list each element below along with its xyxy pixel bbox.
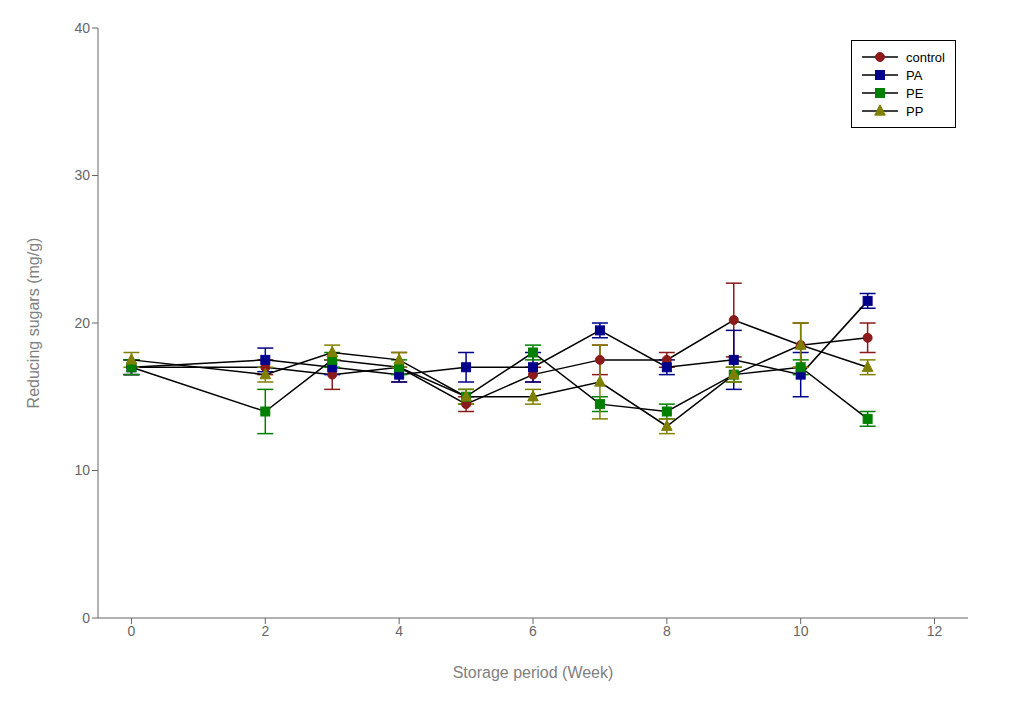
svg-text:Storage period (Week): Storage period (Week) [453, 664, 614, 681]
svg-text:10: 10 [74, 462, 90, 478]
svg-text:12: 12 [927, 623, 943, 639]
svg-text:20: 20 [74, 315, 90, 331]
svg-text:2: 2 [261, 623, 269, 639]
svg-text:40: 40 [74, 20, 90, 36]
svg-text:4: 4 [395, 623, 403, 639]
html-text:control: control [906, 49, 945, 65]
svg-text:8: 8 [663, 623, 671, 639]
html-text:PP: PP [906, 103, 924, 119]
svg-text:0: 0 [128, 623, 136, 639]
svg-text:6: 6 [529, 623, 537, 639]
svg-text:30: 30 [74, 167, 90, 183]
svg-text:10: 10 [793, 623, 809, 639]
svg-text:0: 0 [82, 610, 90, 626]
svg-text:Reducing sugars (mg/g): Reducing sugars (mg/g) [25, 238, 42, 409]
html-text:PA: PA [906, 67, 923, 83]
html-text:PE: PE [906, 85, 924, 101]
